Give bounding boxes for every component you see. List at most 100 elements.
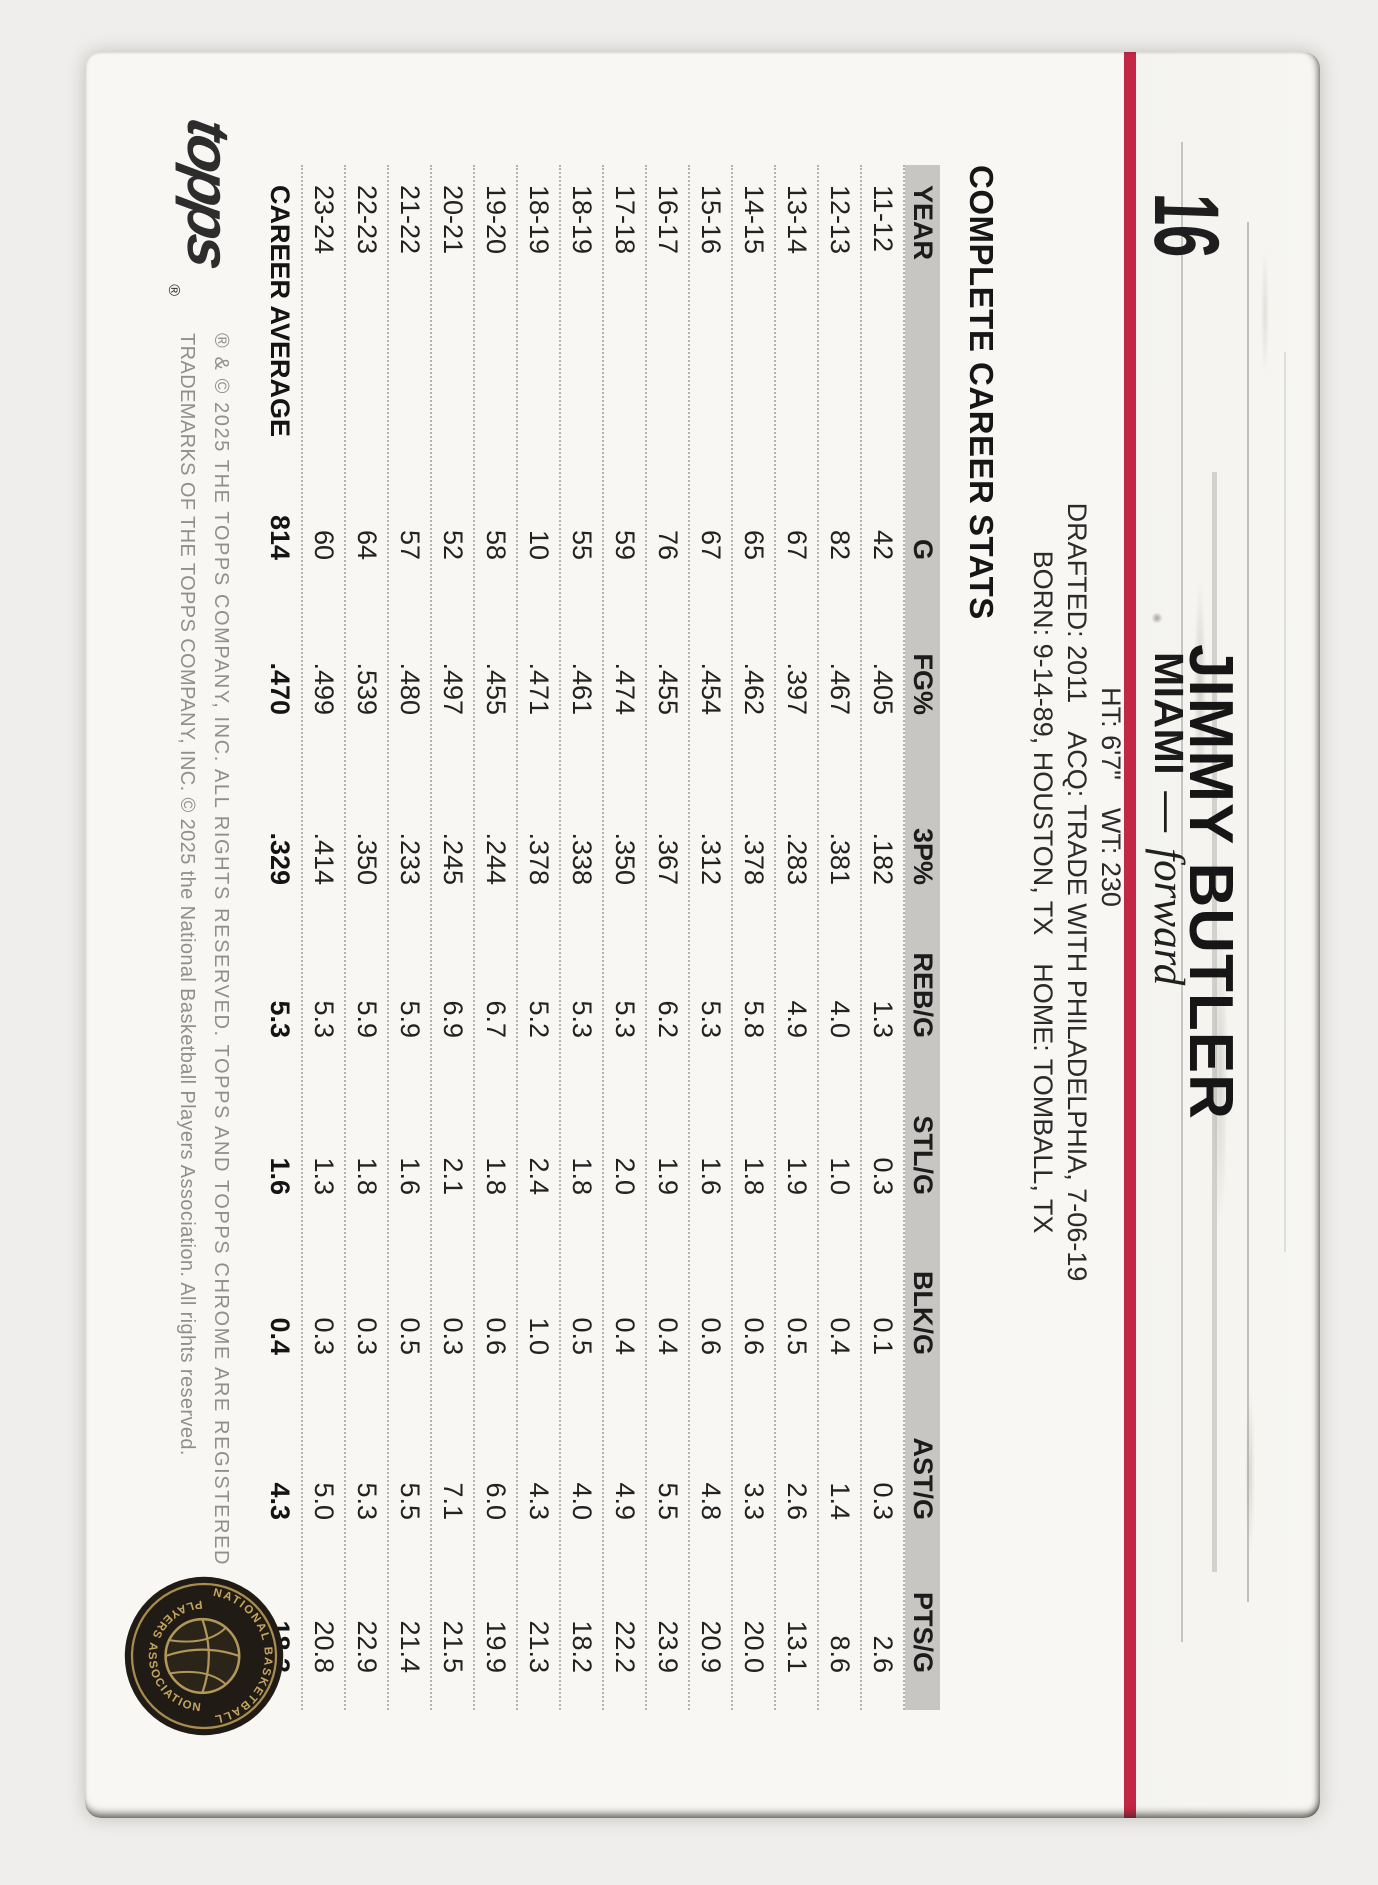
stats-column-header: PTS/G <box>908 1591 938 1673</box>
copyright-line-1: ® & © 2025 THE TOPPS COMPANY, INC. ALL R… <box>210 333 232 1567</box>
red-stripe-divider <box>1124 52 1136 1818</box>
stats-season-row: 18-19 55 .461 .338 5.3 1.8 0.5 4.0 18.2 <box>561 165 604 1710</box>
stat-cell: 0.6 <box>481 1317 511 1355</box>
topps-logo: topps ® <box>162 113 242 296</box>
stat-cell: 5.2 <box>524 1000 554 1038</box>
stat-cell: 0.5 <box>782 1317 812 1355</box>
team-line: MIAMI — forward <box>1145 652 1192 986</box>
stats-column-header: BLK/G <box>908 1271 938 1355</box>
stat-cell: 65 <box>739 529 769 560</box>
stat-cell: .474 <box>610 662 640 715</box>
stat-cell: 4.8 <box>696 1482 726 1520</box>
stats-season-row: 16-17 76 .455 .367 6.2 1.9 0.4 5.5 23.9 <box>647 165 690 1710</box>
stat-cell: 6.9 <box>438 1000 468 1038</box>
stats-season-row: 19-20 58 .455 .244 6.7 1.8 0.6 6.0 19.9 <box>475 165 518 1710</box>
stat-cell: .381 <box>825 832 855 885</box>
stat-cell: 21.3 <box>524 1620 554 1673</box>
stat-cell: .233 <box>395 832 425 885</box>
stat-cell: 17-18 <box>610 185 640 255</box>
stat-cell: 15-16 <box>696 185 726 255</box>
stats-season-row: 20-21 52 .497 .245 6.9 2.1 0.3 7.1 21.5 <box>432 165 475 1710</box>
stat-cell: 5.3 <box>352 1482 382 1520</box>
stat-cell: .497 <box>438 662 468 715</box>
stat-cell: 18-19 <box>524 185 554 255</box>
career-stat-cell: 5.3 <box>265 1000 295 1038</box>
stat-cell: 57 <box>395 529 425 560</box>
stat-cell: 5.9 <box>395 1000 425 1038</box>
stat-cell: 1.6 <box>696 1157 726 1195</box>
stat-cell: 1.6 <box>395 1157 425 1195</box>
stats-season-row: 11-12 42 .405 .182 1.3 0.3 0.1 0.3 2.6 <box>862 165 905 1710</box>
stat-cell: 20.8 <box>309 1620 339 1673</box>
stat-cell: 5.0 <box>309 1482 339 1520</box>
stat-cell: .454 <box>696 662 726 715</box>
card-number: 16 <box>1135 191 1237 259</box>
stat-cell: 58 <box>481 529 511 560</box>
copyright-line-2: TRADEMARKS OF THE TOPPS COMPANY, INC. © … <box>176 333 198 1456</box>
stat-cell: 0.5 <box>567 1317 597 1355</box>
stat-cell: 13-14 <box>782 185 812 255</box>
trading-card-back: 16 JIMMY BUTLER MIAMI—forward HT: 6'7"WT… <box>85 52 1320 1818</box>
stat-cell: 2.6 <box>782 1482 812 1520</box>
stats-column-header: REB/G <box>908 952 938 1038</box>
stat-cell: 12-13 <box>825 185 855 255</box>
stat-cell: 67 <box>782 529 812 560</box>
stat-cell: 0.3 <box>868 1482 898 1520</box>
stat-cell: .539 <box>352 662 382 715</box>
stat-cell: 0.4 <box>825 1317 855 1355</box>
stat-cell: 0.4 <box>653 1317 683 1355</box>
stat-cell: .182 <box>868 832 898 885</box>
stat-cell: 7.1 <box>438 1482 468 1520</box>
team-name: MIAMI <box>1146 652 1192 776</box>
stat-cell: 5.3 <box>309 1000 339 1038</box>
stat-cell: 64 <box>352 529 382 560</box>
stats-column-header: STL/G <box>908 1115 938 1196</box>
born-value: BORN: 9-14-89, HOUSTON, TX <box>1028 550 1058 936</box>
stat-cell: 1.8 <box>567 1157 597 1195</box>
stat-cell: 8.6 <box>825 1635 855 1673</box>
bio-line-born-home: BORN: 9-14-89, HOUSTON, TX HOME: TOMBALL,… <box>1028 52 1058 1732</box>
player-position: forward <box>1145 848 1192 986</box>
stat-cell: 1.9 <box>653 1157 683 1195</box>
stat-cell: 19-20 <box>481 185 511 255</box>
career-stat-cell: 0.4 <box>265 1317 295 1355</box>
stats-column-header: AST/G <box>908 1437 938 1520</box>
stat-cell: 1.4 <box>825 1482 855 1520</box>
stat-cell: .378 <box>739 832 769 885</box>
stats-season-row: 21-22 57 .480 .233 5.9 1.6 0.5 5.5 21.4 <box>389 165 432 1710</box>
stat-cell: 4.3 <box>524 1482 554 1520</box>
stats-title: COMPLETE CAREER STATS <box>963 165 1000 620</box>
registered-trademark-icon: ® <box>165 284 182 296</box>
stats-rows: 11-12 42 .405 .182 1.3 0.3 0.1 0.3 2.6 12-13 82 .46… <box>303 165 905 1710</box>
stat-cell: 20.0 <box>739 1620 769 1673</box>
stat-cell: 20-21 <box>438 185 468 255</box>
stat-cell: 5.3 <box>610 1000 640 1038</box>
stat-cell: .467 <box>825 662 855 715</box>
stats-column-header: FG% <box>908 653 938 715</box>
stat-cell: 16-17 <box>653 185 683 255</box>
stat-cell: .499 <box>309 662 339 715</box>
stat-cell: 59 <box>610 529 640 560</box>
stats-season-row: 14-15 65 .462 .378 5.8 1.8 0.6 3.3 20.0 <box>733 165 776 1710</box>
stat-cell: 1.0 <box>524 1317 554 1355</box>
career-stat-cell: 814 <box>265 514 295 560</box>
career-stat-cell: 4.3 <box>265 1482 295 1520</box>
career-stats-table: YEAR G FG% 3P% REB/G STL/G BLK/G AST/G PTS/G 11-… <box>258 165 940 1710</box>
career-stat-cell: .470 <box>265 662 295 715</box>
stat-cell: 5.3 <box>696 1000 726 1038</box>
stats-season-row: 23-24 60 .499 .414 5.3 1.3 0.3 5.0 20.8 <box>303 165 346 1710</box>
stat-cell: .480 <box>395 662 425 715</box>
stat-cell: 22.9 <box>352 1620 382 1673</box>
stat-cell: 5.8 <box>739 1000 769 1038</box>
stat-cell: 0.3 <box>352 1317 382 1355</box>
topps-wordmark: topps <box>175 113 242 272</box>
stat-cell: 0.5 <box>395 1317 425 1355</box>
stat-cell: 22.2 <box>610 1620 640 1673</box>
bio-line-height-weight: HT: 6'7" WT: 230 <box>1096 52 1126 1732</box>
stats-season-row: 15-16 67 .454 .312 5.3 1.6 0.6 4.8 20.9 <box>690 165 733 1710</box>
weight-value: WT: 230 <box>1096 807 1126 907</box>
stats-season-row: 13-14 67 .397 .283 4.9 1.9 0.5 2.6 13.1 <box>776 165 819 1710</box>
stats-season-row: 22-23 64 .539 .350 5.9 1.8 0.3 5.3 22.9 <box>346 165 389 1710</box>
stat-cell: 0.4 <box>610 1317 640 1355</box>
stats-column-header: YEAR <box>908 185 938 261</box>
